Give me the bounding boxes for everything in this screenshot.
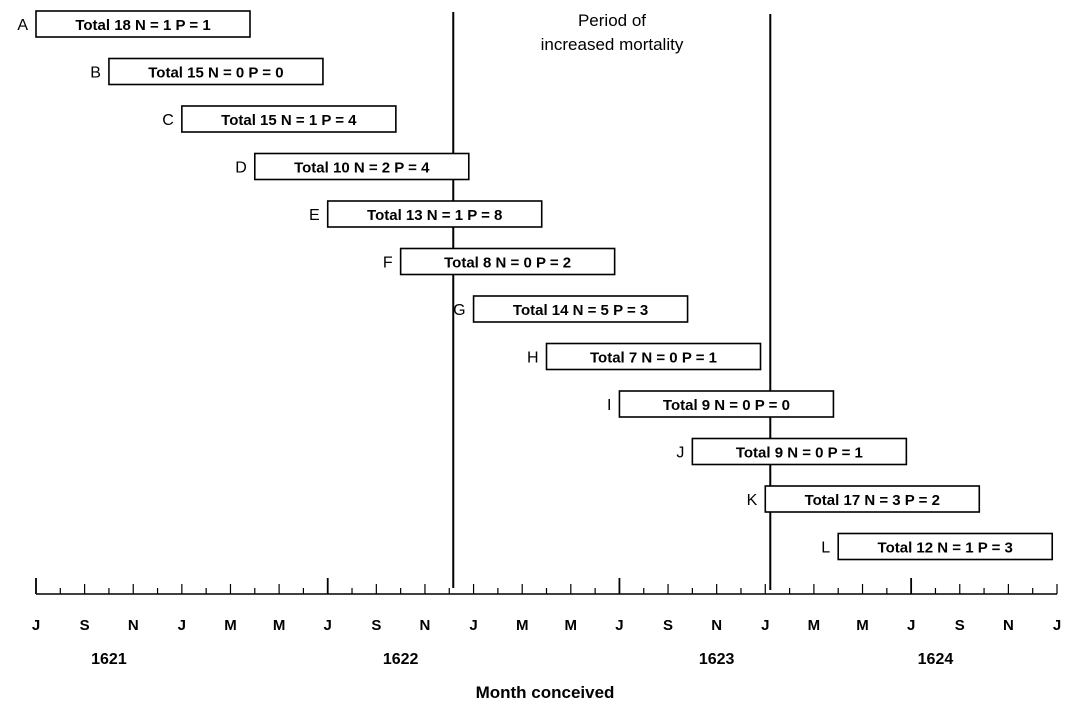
- month-tick-label: J: [907, 617, 915, 634]
- cohort-f: F Total 8 N = 0 P = 2: [383, 247, 616, 276]
- month-tick-label: J: [1053, 617, 1061, 634]
- cohort-box: [326, 200, 543, 228]
- cohort-d: D Total 10 N = 2 P = 4: [235, 152, 470, 181]
- month-tick-label: J: [615, 617, 623, 634]
- cohort-letter: L: [821, 540, 830, 557]
- cohort-box: [764, 485, 981, 513]
- cohort-box: [837, 532, 1054, 561]
- month-tick-label: J: [469, 617, 477, 634]
- cohort-l: L Total 12 N = 1 P = 3: [821, 532, 1054, 561]
- year-label: 1622: [383, 651, 419, 668]
- cohort-letter: G: [453, 302, 465, 319]
- month-tick-label: S: [371, 617, 381, 634]
- mortality-annotation-line2: increased mortality: [541, 35, 684, 54]
- year-label: 1623: [699, 651, 735, 668]
- cohort-letter: I: [607, 397, 611, 414]
- cohort-box: [108, 57, 324, 86]
- month-axis: J S N J M M J S N J M M J S N J M M J S N J 1621 1622 1623 1624: [32, 578, 1061, 668]
- cohort-letter: A: [17, 17, 28, 34]
- cohort-h: H Total 7 N = 0 P = 1: [527, 342, 762, 371]
- cohort-letter: K: [747, 492, 758, 509]
- cohort-letter: B: [90, 65, 101, 82]
- cohort-i: I Total 9 N = 0 P = 0: [607, 390, 835, 418]
- cohort-box: [618, 390, 835, 418]
- cohort-summary: Total 8 N = 0 P = 2: [444, 255, 571, 272]
- cohort-k: K Total 17 N = 3 P = 2: [747, 485, 981, 513]
- cohort-bars: A Total 18 N = 1 P = 1 B Total 15 N = 0 P =…: [17, 10, 1054, 561]
- axis-ticks: [35, 578, 1058, 594]
- cohort-letter: D: [235, 160, 247, 177]
- cohort-summary: Total 15 N = 0 P = 0: [148, 65, 283, 82]
- month-tick-label: M: [565, 617, 578, 634]
- cohort-summary: Total 10 N = 2 P = 4: [294, 160, 430, 177]
- cohort-summary: Total 12 N = 1 P = 3: [878, 540, 1013, 557]
- cohort-summary: Total 18 N = 1 P = 1: [75, 17, 210, 34]
- year-label: 1624: [918, 651, 954, 668]
- month-tick-label: N: [420, 617, 431, 634]
- cohort-box: [691, 437, 908, 466]
- month-tick-label: M: [808, 617, 821, 634]
- month-tick-label: M: [224, 617, 237, 634]
- cohort-c: C Total 15 N = 1 P = 4: [162, 105, 397, 133]
- month-tick-label: N: [128, 617, 139, 634]
- cohort-letter: F: [383, 255, 393, 272]
- month-tick-label: N: [711, 617, 722, 634]
- cohort-letter: C: [162, 112, 174, 129]
- month-tick-label: S: [955, 617, 965, 634]
- cohort-box: [399, 247, 616, 276]
- cohort-box: [545, 342, 762, 371]
- cohort-summary: Total 17 N = 3 P = 2: [805, 492, 940, 509]
- month-tick-label: J: [32, 617, 40, 634]
- cohort-letter: E: [309, 207, 320, 224]
- cohort-box: [253, 152, 470, 181]
- cohort-summary: Total 9 N = 0 P = 1: [736, 445, 863, 462]
- cohort-summary: Total 15 N = 1 P = 4: [221, 112, 357, 129]
- cohort-summary: Total 9 N = 0 P = 0: [663, 397, 790, 414]
- cohort-j: J Total 9 N = 0 P = 1: [676, 437, 908, 466]
- cohort-summary: Total 7 N = 0 P = 1: [590, 350, 717, 367]
- month-tick-label: M: [856, 617, 869, 634]
- month-tick-label: N: [1003, 617, 1014, 634]
- cohort-box: [472, 295, 689, 323]
- cohort-summary: Total 14 N = 5 P = 3: [513, 302, 648, 319]
- month-tick-label: M: [516, 617, 529, 634]
- month-tick-label: S: [80, 617, 90, 634]
- cohort-b: B Total 15 N = 0 P = 0: [90, 57, 324, 86]
- cohort-letter: H: [527, 350, 539, 367]
- month-tick-label: M: [273, 617, 286, 634]
- month-tick-label: J: [324, 617, 332, 634]
- cohort-a: A Total 18 N = 1 P = 1: [17, 10, 251, 38]
- cohort-box: [181, 105, 397, 133]
- cohort-box: [35, 10, 251, 38]
- cohort-e: E Total 13 N = 1 P = 8: [309, 200, 543, 228]
- cohort-letter: J: [676, 445, 684, 462]
- year-label: 1621: [91, 651, 127, 668]
- axis-title: Month conceived: [476, 683, 615, 702]
- year-labels: 1621 1622 1623 1624: [91, 651, 953, 668]
- mortality-annotation-line1: Period of: [578, 11, 646, 30]
- month-tick-label: J: [178, 617, 186, 634]
- cohort-summary: Total 13 N = 1 P = 8: [367, 207, 502, 224]
- cohort-g: G Total 14 N = 5 P = 3: [453, 295, 689, 323]
- month-tick-label: J: [761, 617, 769, 634]
- month-tick-label: S: [663, 617, 673, 634]
